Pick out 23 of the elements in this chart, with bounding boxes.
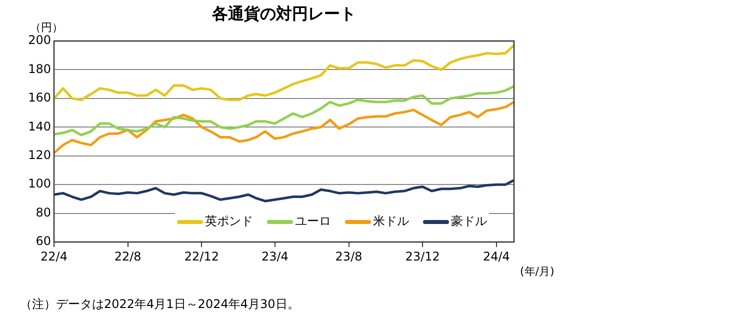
legend-label: 英ポンド [205, 213, 253, 230]
x-tick-label: 23/4 [261, 249, 288, 264]
y-tick-label: 140 [28, 119, 51, 134]
y-tick-label: 180 [28, 62, 51, 76]
y-tick-label: 100 [28, 176, 51, 191]
y-tick-label: 160 [28, 90, 51, 105]
x-axis-title: (年/月) [520, 264, 554, 279]
chart-title: 各通貨の対円レート [212, 4, 356, 23]
x-tick-label: 24/4 [482, 249, 510, 264]
y-tick-label: 80 [36, 205, 51, 220]
y-axis-title: （円） [30, 20, 63, 35]
legend-label: 米ドル [373, 213, 409, 230]
x-tick-label: 23/8 [335, 249, 362, 264]
text: （注）データは2022年4月1日～2024年4月30日。 [20, 296, 300, 313]
x-tick-label: 23/12 [405, 249, 440, 264]
y-tick-label: 200 [28, 33, 51, 48]
y-tick-label: 120 [28, 148, 51, 162]
x-tick-label: 22/8 [114, 249, 142, 264]
legend-label: ユーロ [295, 213, 331, 230]
y-tick-label: 60 [36, 234, 51, 248]
x-tick-label: 22/4 [40, 249, 68, 264]
legend-label: 豪ドル [451, 213, 487, 230]
x-tick-label: 22/12 [184, 249, 219, 264]
